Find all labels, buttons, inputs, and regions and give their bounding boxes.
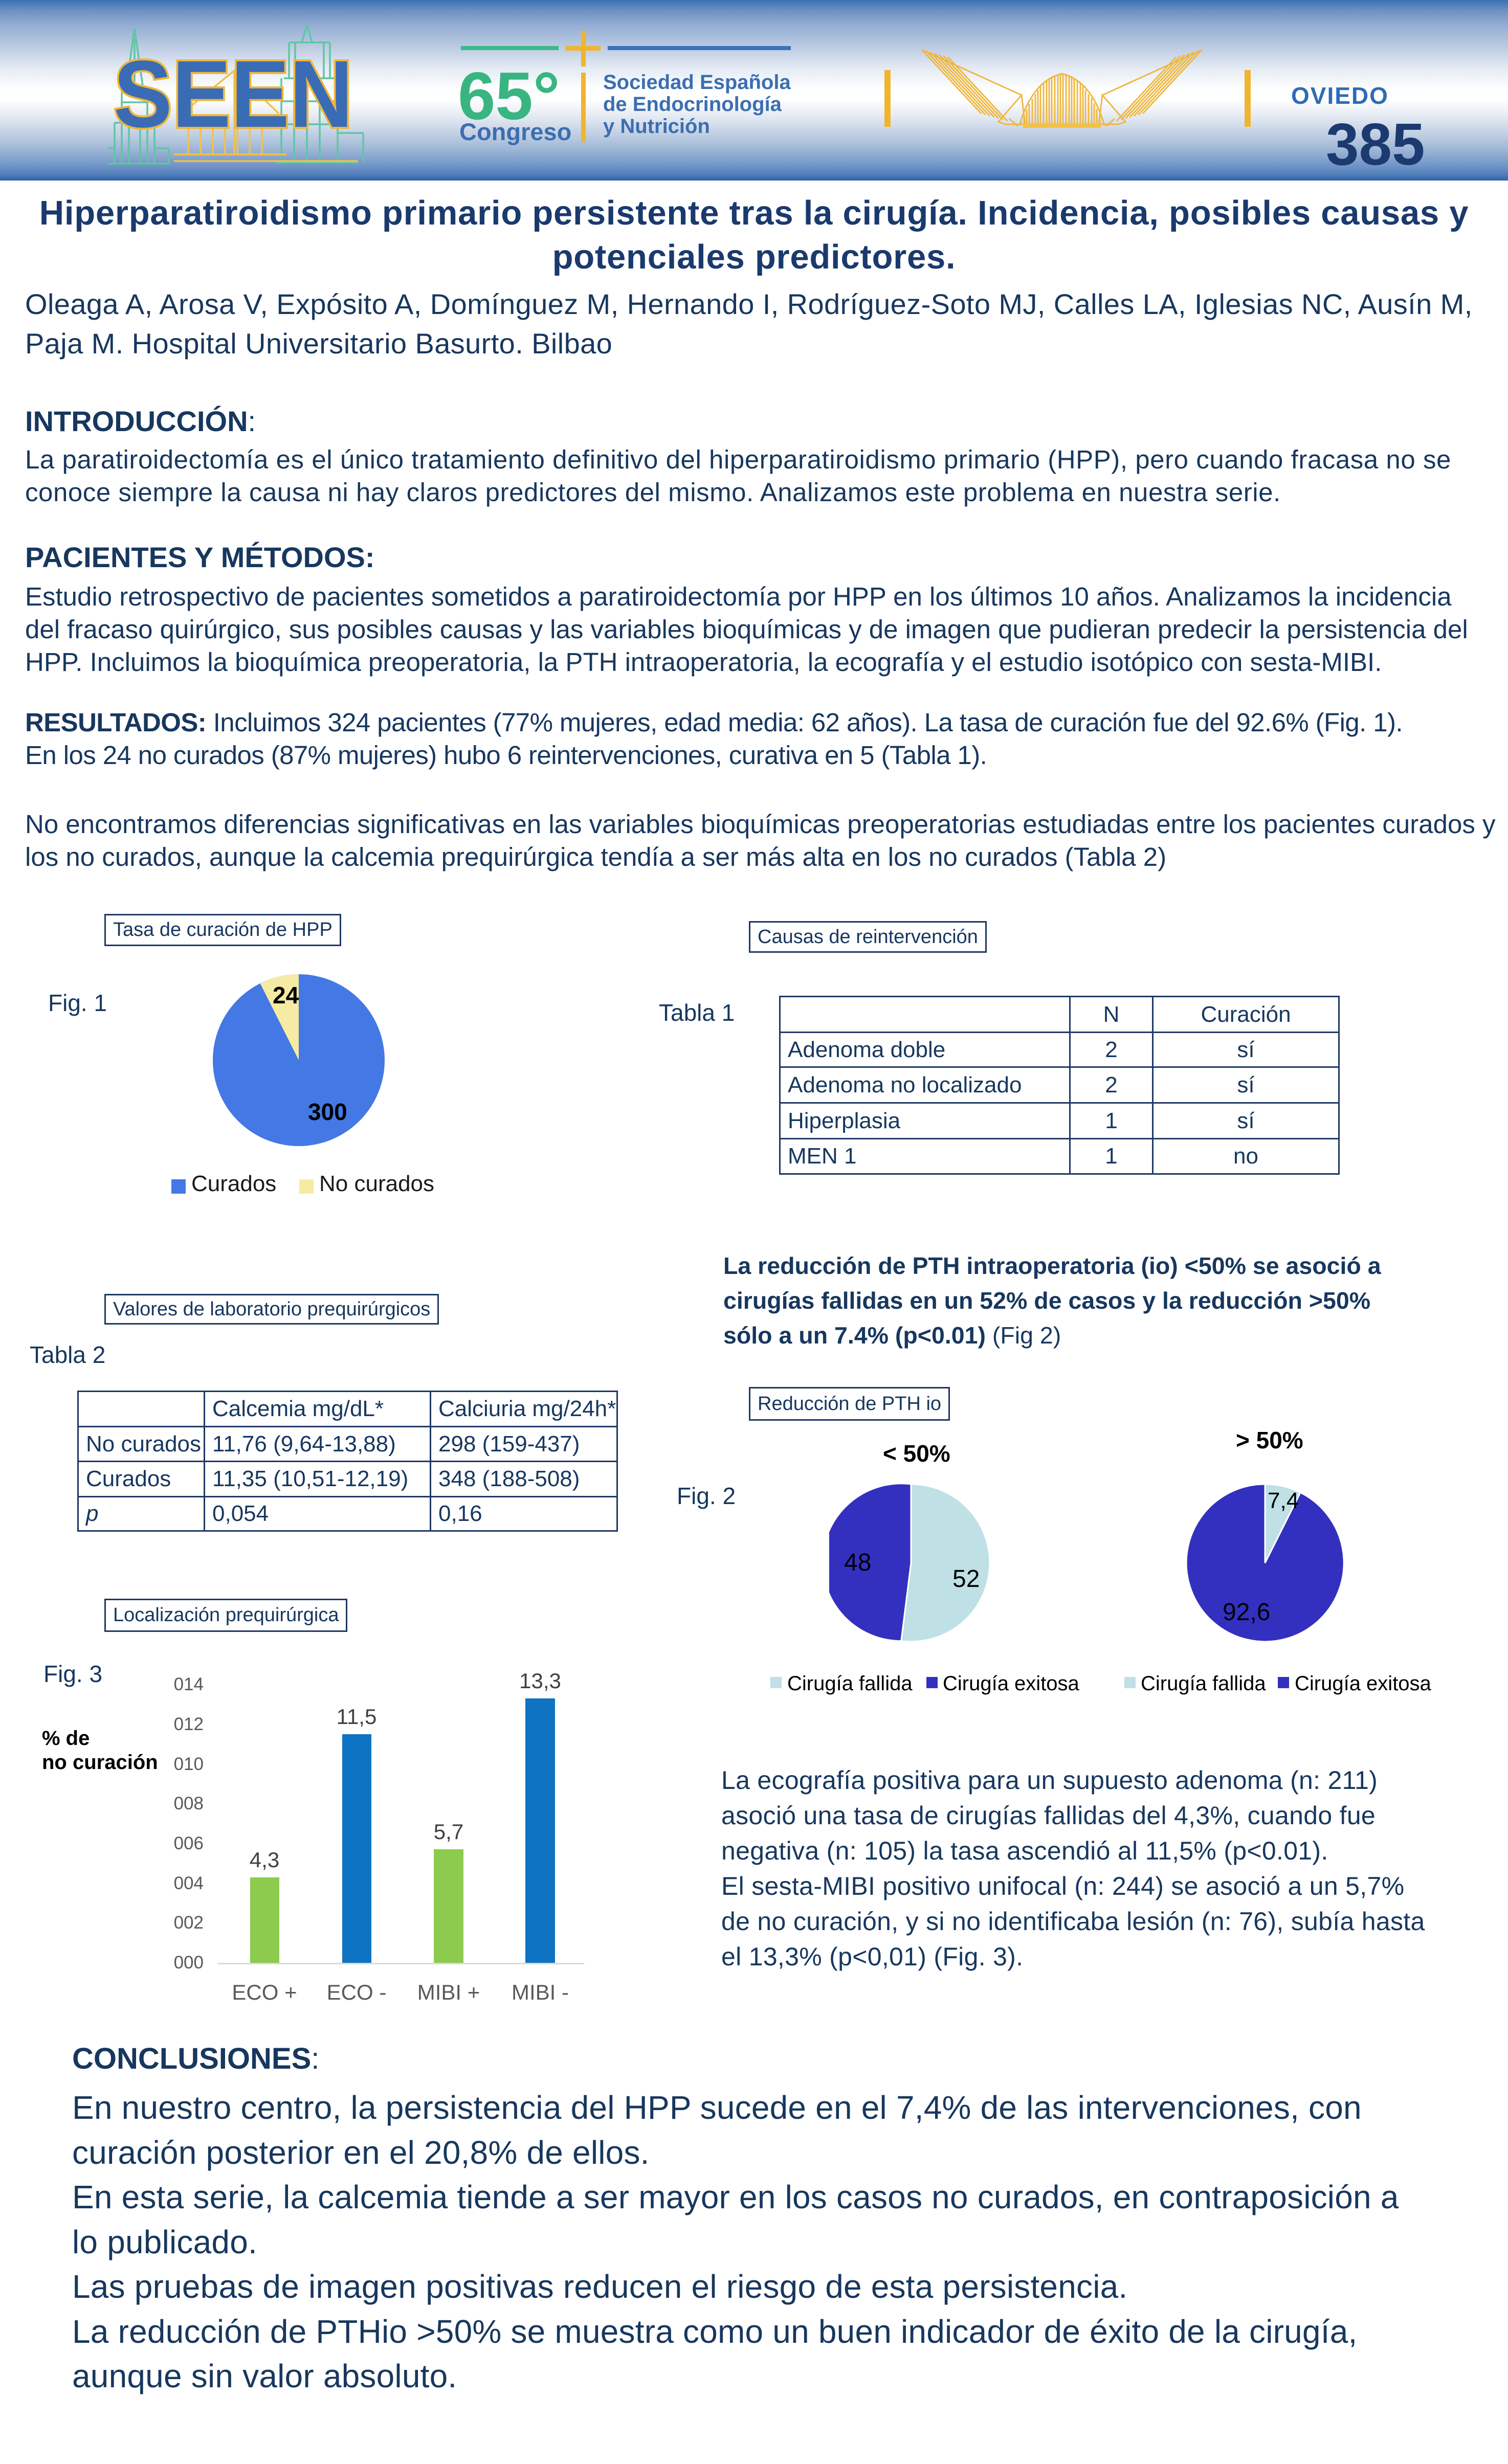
svg-text:65°: 65°: [458, 58, 560, 133]
svg-text:Sociedad Española: Sociedad Española: [603, 71, 791, 94]
svg-text:OVIEDO: OVIEDO: [1291, 82, 1389, 109]
svg-text:y Nutrición: y Nutrición: [603, 115, 710, 138]
svg-text:SEEN: SEEN: [114, 41, 353, 147]
svg-text:385: 385: [1326, 111, 1425, 177]
svg-text:Congreso: Congreso: [459, 118, 571, 145]
svg-text:de Endocrinología: de Endocrinología: [603, 93, 782, 116]
